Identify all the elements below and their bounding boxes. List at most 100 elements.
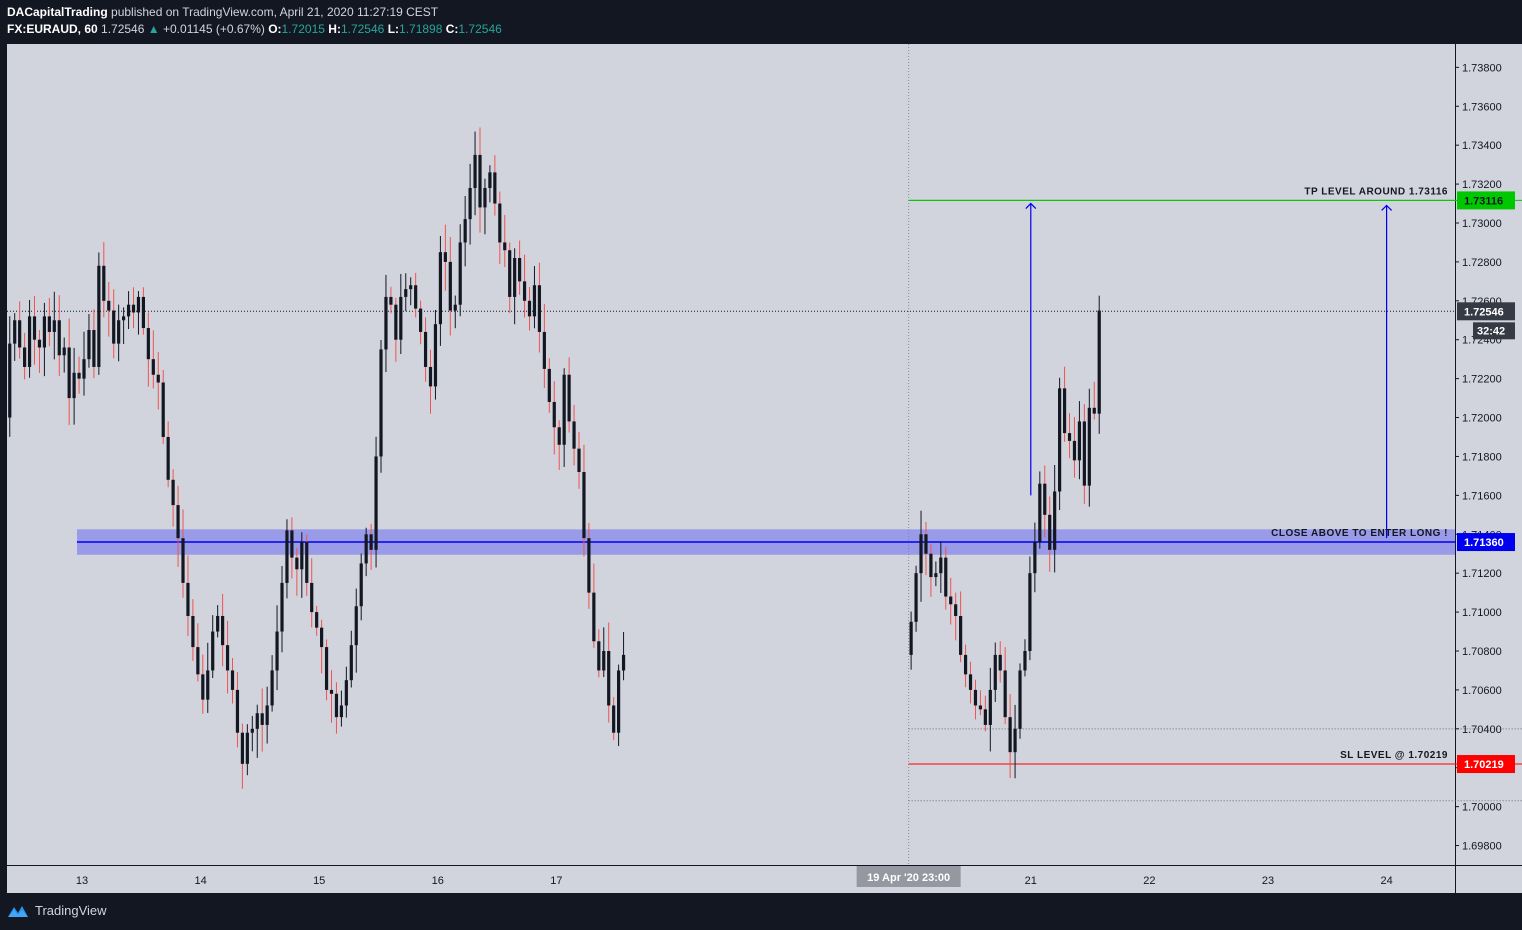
candle — [305, 534, 309, 596]
candle-body — [384, 296, 388, 350]
candle-body — [438, 252, 443, 325]
y-tick-label: 1.71800 — [1462, 451, 1502, 463]
candle-body — [270, 670, 274, 706]
candle-body — [493, 172, 497, 204]
candle-body — [572, 421, 576, 449]
candle — [23, 332, 27, 380]
candle — [329, 670, 334, 723]
candle-body — [315, 612, 319, 628]
candle-body — [1087, 407, 1091, 486]
y-tick-label: 1.72000 — [1462, 413, 1502, 425]
candle-body — [433, 324, 438, 387]
low-value: 1.71898 — [399, 22, 443, 36]
candle — [1082, 404, 1086, 504]
y-tick-label: 1.72200 — [1462, 374, 1502, 386]
candle-body — [527, 300, 532, 317]
candle — [310, 558, 314, 628]
candle-body — [478, 154, 482, 208]
candle-body — [176, 505, 180, 539]
candle — [1087, 388, 1091, 507]
candle — [141, 287, 146, 335]
candle-body — [542, 331, 546, 369]
candle-body — [379, 349, 383, 457]
candle-body — [1097, 310, 1101, 414]
candle — [621, 631, 626, 681]
candle — [359, 553, 363, 621]
candle-body — [602, 650, 606, 671]
candle — [1013, 704, 1017, 779]
candle-body — [369, 534, 373, 550]
candle-body — [344, 680, 348, 706]
candle-body — [954, 604, 958, 616]
candle — [324, 639, 329, 701]
candle — [290, 517, 294, 579]
tp-price-badge — [1457, 191, 1515, 210]
candle-body — [1067, 433, 1072, 441]
candle-body — [959, 615, 963, 655]
candle — [527, 286, 532, 331]
candle — [532, 266, 537, 329]
candle — [458, 224, 462, 317]
symbol-name[interactable]: FX:EURAUD, 60 — [7, 22, 98, 36]
candle — [166, 421, 170, 488]
candle-body — [518, 258, 522, 282]
candle — [57, 295, 61, 377]
y-tick-label: 1.70800 — [1462, 646, 1502, 658]
candle — [1058, 377, 1062, 510]
candle — [433, 309, 438, 400]
candle-body — [577, 448, 581, 473]
candle — [354, 588, 358, 673]
candle-body — [67, 347, 71, 399]
x-tick-label: 24 — [1380, 875, 1392, 887]
candle-body — [1043, 483, 1047, 515]
candle-body — [72, 372, 76, 399]
candle — [513, 248, 517, 325]
candle — [374, 436, 378, 568]
candle — [949, 577, 953, 625]
candle — [1067, 413, 1072, 459]
candle-body — [414, 285, 418, 309]
candle — [1028, 556, 1032, 661]
candle-body — [235, 689, 240, 733]
x-tick-label: 21 — [1025, 875, 1037, 887]
candle — [929, 544, 933, 597]
candle — [315, 605, 319, 636]
candle-body — [498, 203, 502, 243]
entry-price-badge — [1457, 533, 1515, 552]
candle-body — [364, 534, 368, 564]
candle-body — [221, 615, 225, 646]
candle-body — [57, 320, 61, 356]
candle — [225, 620, 230, 694]
y-tick-label: 1.71200 — [1462, 568, 1502, 580]
candle — [221, 593, 225, 667]
candle-body — [334, 693, 339, 718]
candle-body — [1013, 728, 1017, 753]
candle-body — [978, 705, 983, 710]
candle-body — [968, 674, 973, 690]
tradingview-brand[interactable]: TradingView — [7, 903, 107, 918]
candle — [92, 309, 96, 379]
tp-price-badge-text: 1.73116 — [1464, 195, 1503, 207]
candle-body — [973, 689, 978, 706]
candle — [582, 444, 586, 557]
projection-arrowhead — [1025, 202, 1037, 209]
candle — [983, 695, 987, 732]
candle — [508, 242, 512, 314]
candle-body — [949, 596, 953, 605]
candle-body — [468, 187, 472, 220]
y-tick-label: 1.73000 — [1462, 218, 1502, 230]
candle — [389, 286, 393, 314]
candle — [498, 191, 502, 264]
plot-area — [7, 44, 1455, 865]
candle-body — [290, 530, 294, 558]
candle — [107, 281, 111, 337]
candle — [47, 297, 51, 347]
candle-body — [458, 242, 462, 305]
candle-body — [310, 582, 314, 613]
author-name[interactable]: DACapitalTrading — [7, 5, 108, 19]
candle — [1033, 522, 1037, 593]
candle — [607, 622, 611, 723]
candle-body — [82, 359, 86, 379]
candle-body — [324, 647, 329, 690]
